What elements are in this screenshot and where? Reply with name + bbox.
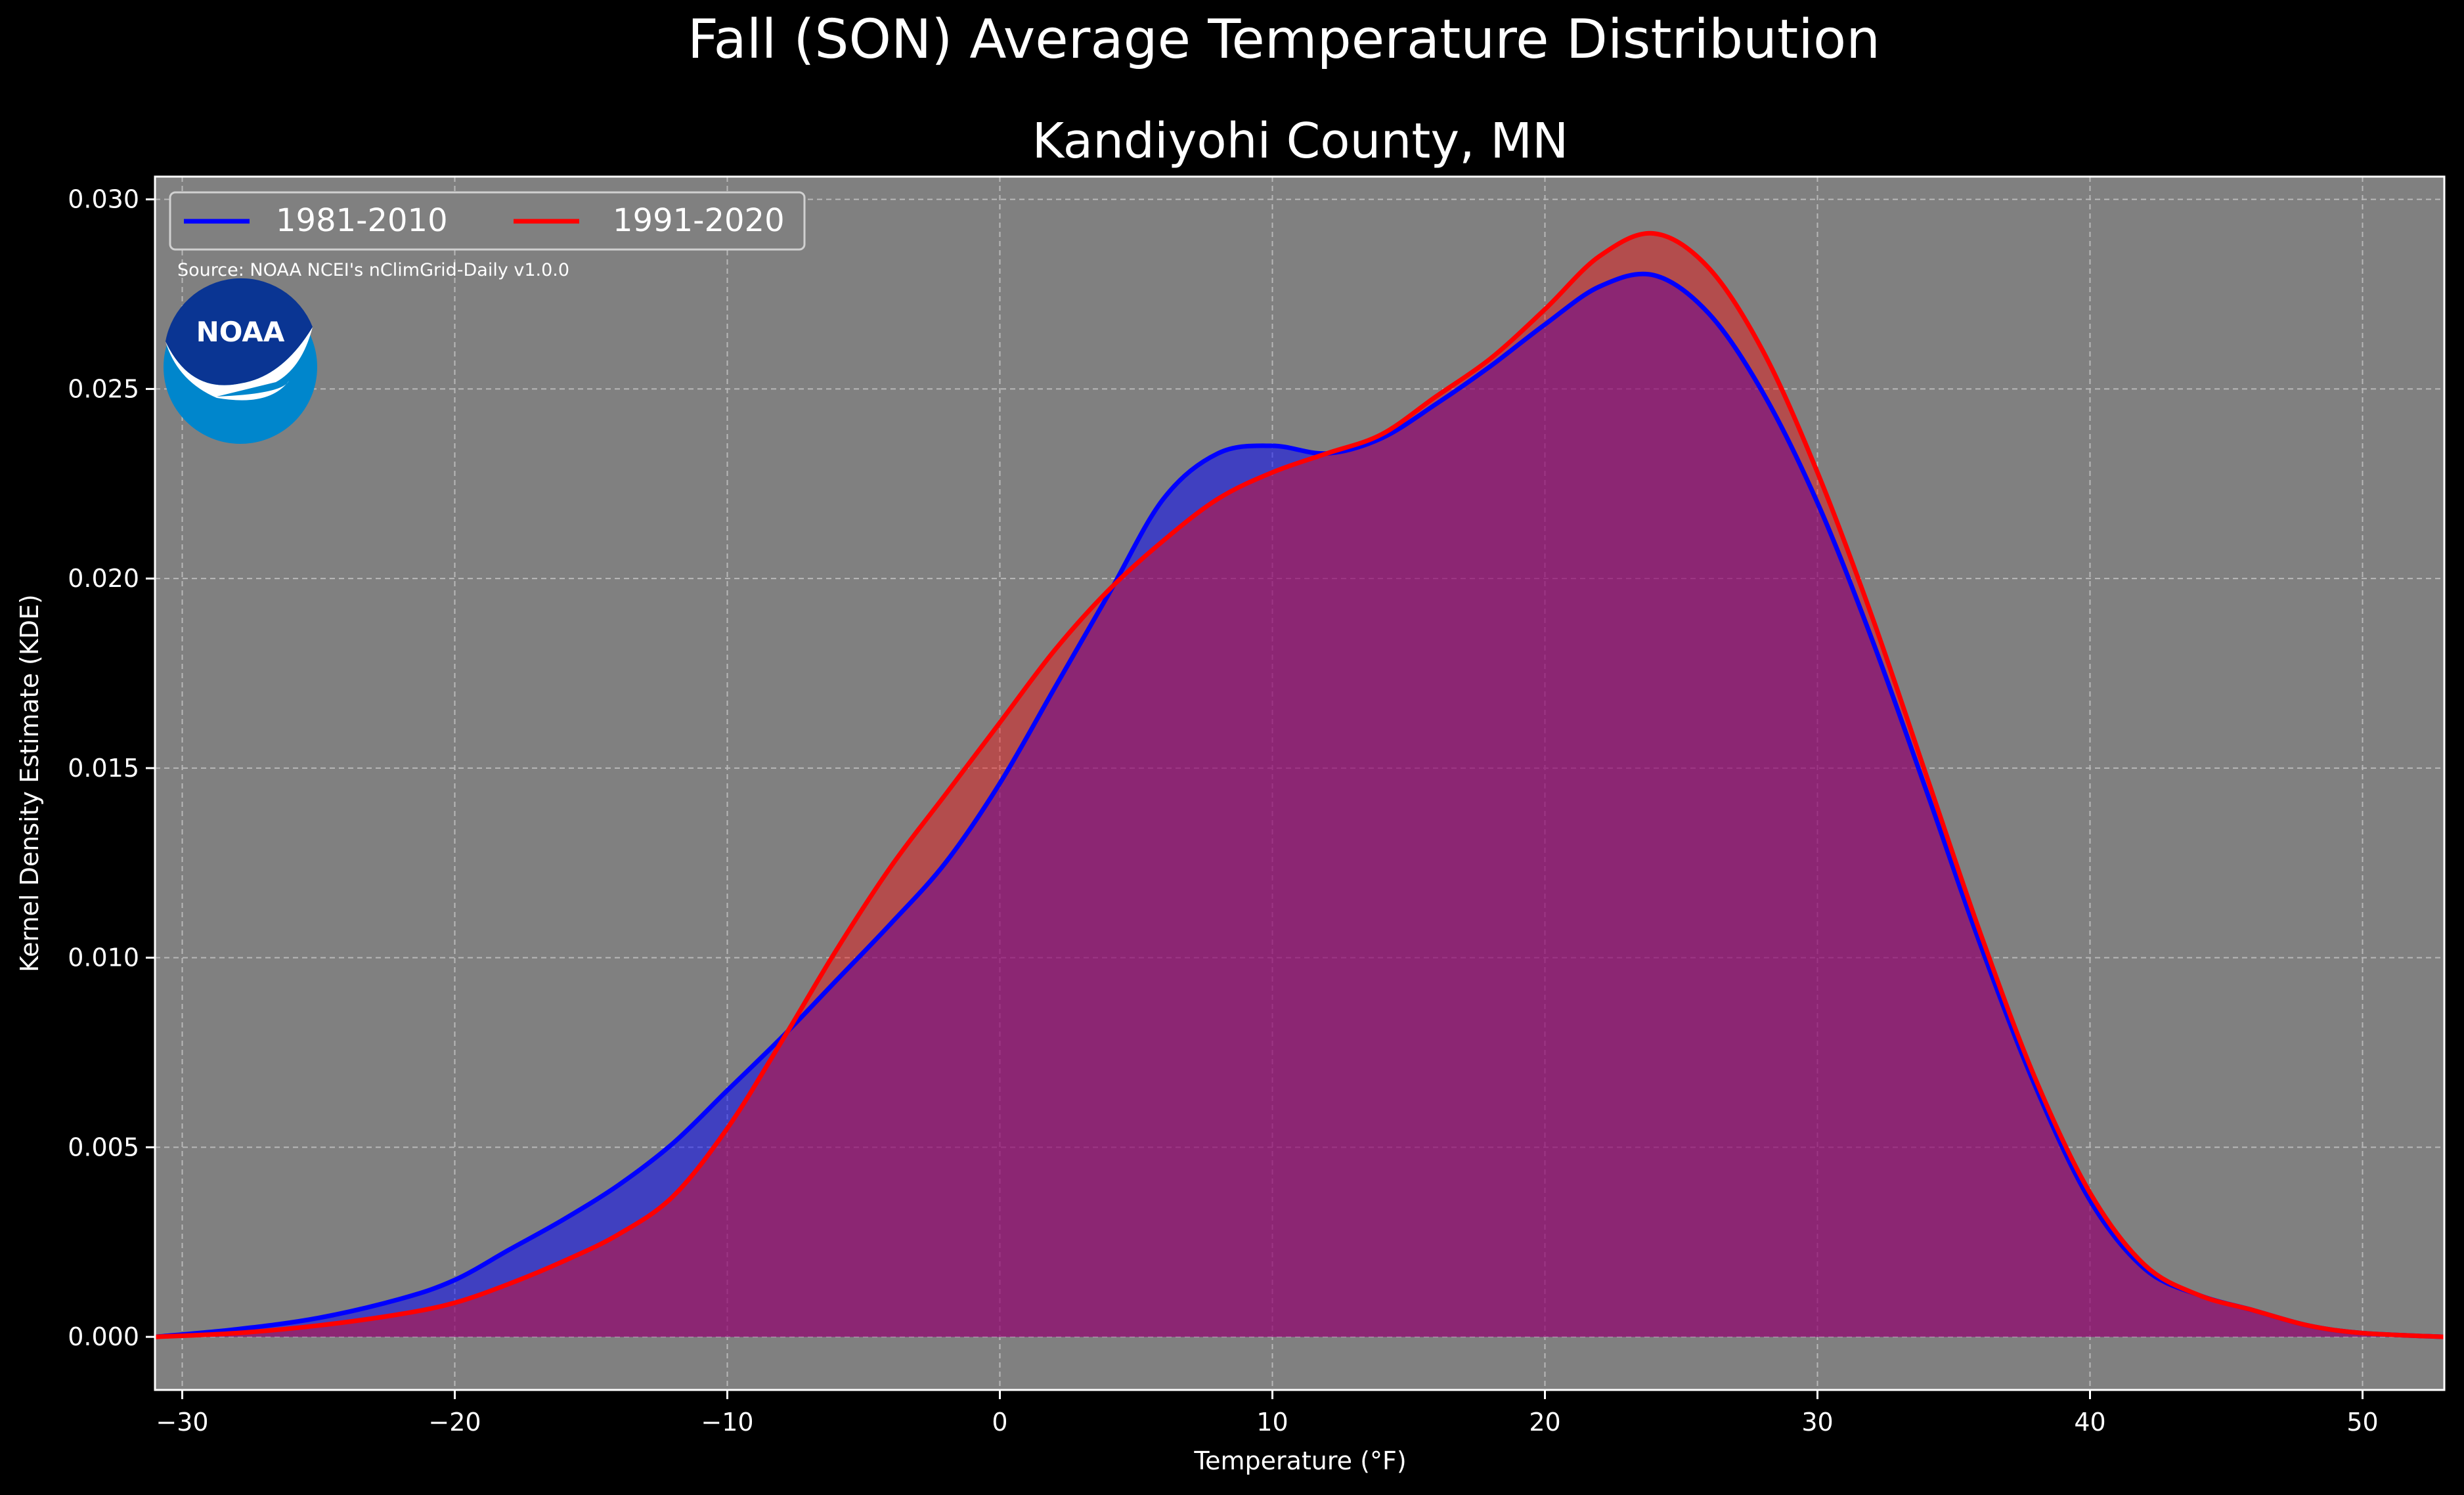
noaa-logo-bird-icon [165,327,313,401]
x-tick-label: 0 [992,1408,1007,1437]
x-tick-label: 50 [2346,1408,2378,1437]
y-tick-label: 0.025 [68,374,139,403]
x-tick-label: 20 [1529,1408,1560,1437]
noaa-logo-top-half [165,278,313,385]
y-axis: 0.000 0.005 0.010 0.015 0.020 0.025 0.030 [68,185,155,1351]
x-tick-label: −30 [156,1408,208,1437]
noaa-logo: NOAA [164,278,317,444]
y-tick-label: 0.010 [68,943,139,972]
x-tick-label: 30 [1801,1408,1833,1437]
y-tick-label: 0.005 [68,1133,139,1161]
x-tick-label: −10 [701,1408,753,1437]
series-line-1991-2020 [154,230,2445,1339]
x-axis-label: Temperature (°F) [1193,1446,1406,1475]
series-fill-1981-2010 [155,274,2444,1337]
chart-title: Kandiyohi County, MN [1032,113,1569,169]
legend-label-1981-2010: 1981-2010 [276,202,448,239]
y-tick-label: 0.020 [68,564,139,593]
legend: 1981-2010 1991-2020 [169,191,806,251]
x-tick-label: 10 [1256,1408,1288,1437]
y-axis-label: Kernel Density Estimate (KDE) [15,594,44,972]
x-tick-label: −20 [428,1408,481,1437]
y-tick-label: 0.030 [68,185,139,214]
series-layer [154,230,2445,1339]
legend-label-1991-2020: 1991-2020 [613,202,785,239]
series-fill-1991-2020 [155,233,2444,1337]
noaa-logo-text: NOAA [196,316,285,348]
y-tick-label: 0.000 [68,1322,139,1351]
series-line-1981-2010 [154,271,2445,1339]
x-axis: −30 −20 −10 0 10 20 30 40 50 [156,1390,2379,1437]
plot-frame [154,175,2446,1391]
x-tick-label: 40 [2074,1408,2105,1437]
source-note: Source: NOAA NCEI's nClimGrid-Daily v1.0… [177,260,569,280]
y-tick-label: 0.015 [68,754,139,783]
chart-suptitle: Fall (SON) Average Temperature Distribut… [688,9,1880,71]
legend-box [169,191,806,251]
